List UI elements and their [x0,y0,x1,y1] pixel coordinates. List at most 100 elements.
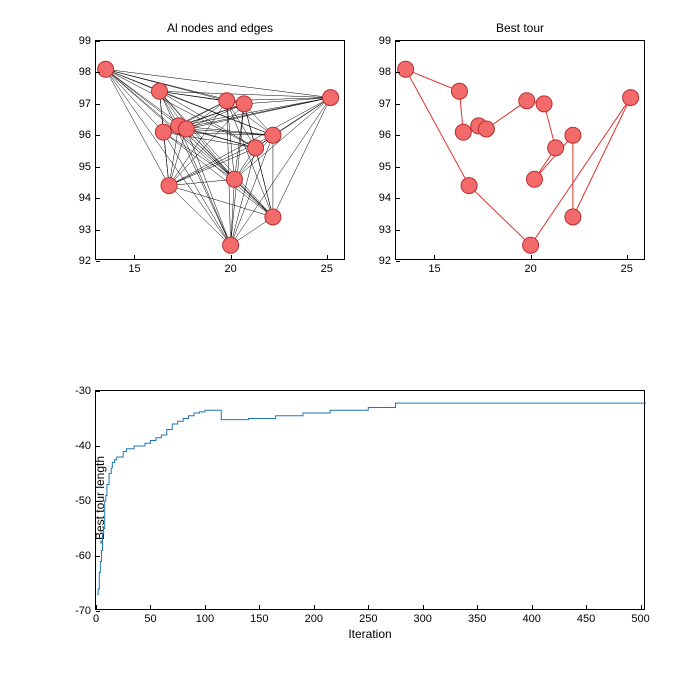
xtick-mark [314,605,315,609]
ytick-mark [96,72,100,73]
xtick-mark [627,255,628,259]
ytick-mark [96,391,100,392]
ytick-mark [96,41,100,42]
ytick-mark [96,556,100,557]
axes2-title: Best tour [396,21,644,35]
tour-node [451,83,467,99]
ytick-mark [396,230,400,231]
tour-node [565,127,581,143]
xtick-mark [205,605,206,609]
xtick-label: 0 [93,609,99,625]
xtick-label: 25 [621,259,633,275]
ytick-mark [96,501,100,502]
ytick-label: 98 [79,66,96,78]
ytick-mark [96,135,100,136]
axes1-title: Al nodes and edges [96,21,344,35]
graph-node [219,93,235,109]
ytick-label: 96 [79,129,96,141]
axes-best-tour: Best tour 9293949596979899152025 [395,40,645,260]
xtick-mark [434,255,435,259]
ytick-mark [96,446,100,447]
tour-node [455,124,471,140]
xtick-mark [150,605,151,609]
ytick-mark [96,198,100,199]
xtick-mark [531,255,532,259]
tour-path [406,69,631,245]
graph-node [265,127,281,143]
tour-node [623,90,639,106]
graph-node [161,178,177,194]
xtick-label: 150 [250,609,268,625]
ytick-mark [96,167,100,168]
xtick-label: 300 [414,609,432,625]
xtick-label: 450 [577,609,595,625]
ytick-label: 94 [379,192,396,204]
ytick-mark [396,167,400,168]
axes3-xlabel: Iteration [96,627,644,641]
xtick-label: 200 [305,609,323,625]
xtick-mark [586,605,587,609]
ytick-label: 96 [379,129,396,141]
ytick-mark [396,198,400,199]
xtick-label: 500 [631,609,649,625]
tour-node [536,96,552,112]
ytick-mark [396,72,400,73]
xtick-label: 20 [224,259,236,275]
figure: Al nodes and edges 92 93 94 95 96 97 98 99 15 20 2… [0,0,700,700]
convergence-line [97,403,646,594]
xtick-label: 20 [524,259,536,275]
xtick-mark [641,605,642,609]
graph-node [236,96,252,112]
ytick-label: 95 [79,161,96,173]
tour-node [461,178,477,194]
xtick-mark [327,255,328,259]
xtick-mark [532,605,533,609]
ytick-label: -40 [75,440,96,452]
tour-node [565,209,581,225]
tour-node [519,93,535,109]
xtick-mark [134,255,135,259]
ytick-mark [396,104,400,105]
axes-convergence: -Best tour length Iteration -70-60-50-40… [95,390,645,610]
graph-node [98,61,114,77]
xtick-label: 15 [428,259,440,275]
graph-node [226,171,242,187]
ytick-label: -50 [75,495,96,507]
graph-node [151,83,167,99]
graph-node [223,237,239,253]
xtick-mark [259,605,260,609]
graph-node [323,90,339,106]
ytick-mark [96,104,100,105]
ytick-label: 97 [79,98,96,110]
xtick-label: 50 [144,609,156,625]
ytick-label: 94 [79,192,96,204]
ytick-label: 99 [79,35,96,47]
axes3-plot [96,391,644,609]
ytick-label: 93 [79,224,96,236]
graph-node [265,209,281,225]
axes2-plot [396,41,644,259]
xtick-label: 250 [359,609,377,625]
graph-node [155,124,171,140]
ytick-label: 99 [379,35,396,47]
ytick-mark [96,230,100,231]
xtick-mark [96,605,97,609]
ytick-label: 95 [379,161,396,173]
xtick-label: 15 [128,259,140,275]
xtick-label: 350 [468,609,486,625]
ytick-mark [396,261,400,262]
xtick-mark [477,605,478,609]
tour-node [548,140,564,156]
ytick-label: -30 [75,385,96,397]
ytick-mark [396,41,400,42]
ytick-label: 92 [79,255,96,267]
xtick-mark [231,255,232,259]
ytick-label: 93 [379,224,396,236]
ytick-label: -60 [75,550,96,562]
axes-all-nodes-edges: Al nodes and edges 929394959697989915202… [95,40,345,260]
ytick-label: 98 [379,66,396,78]
xtick-mark [368,605,369,609]
graph-node [178,121,194,137]
xtick-label: 400 [522,609,540,625]
graph-node [248,140,264,156]
